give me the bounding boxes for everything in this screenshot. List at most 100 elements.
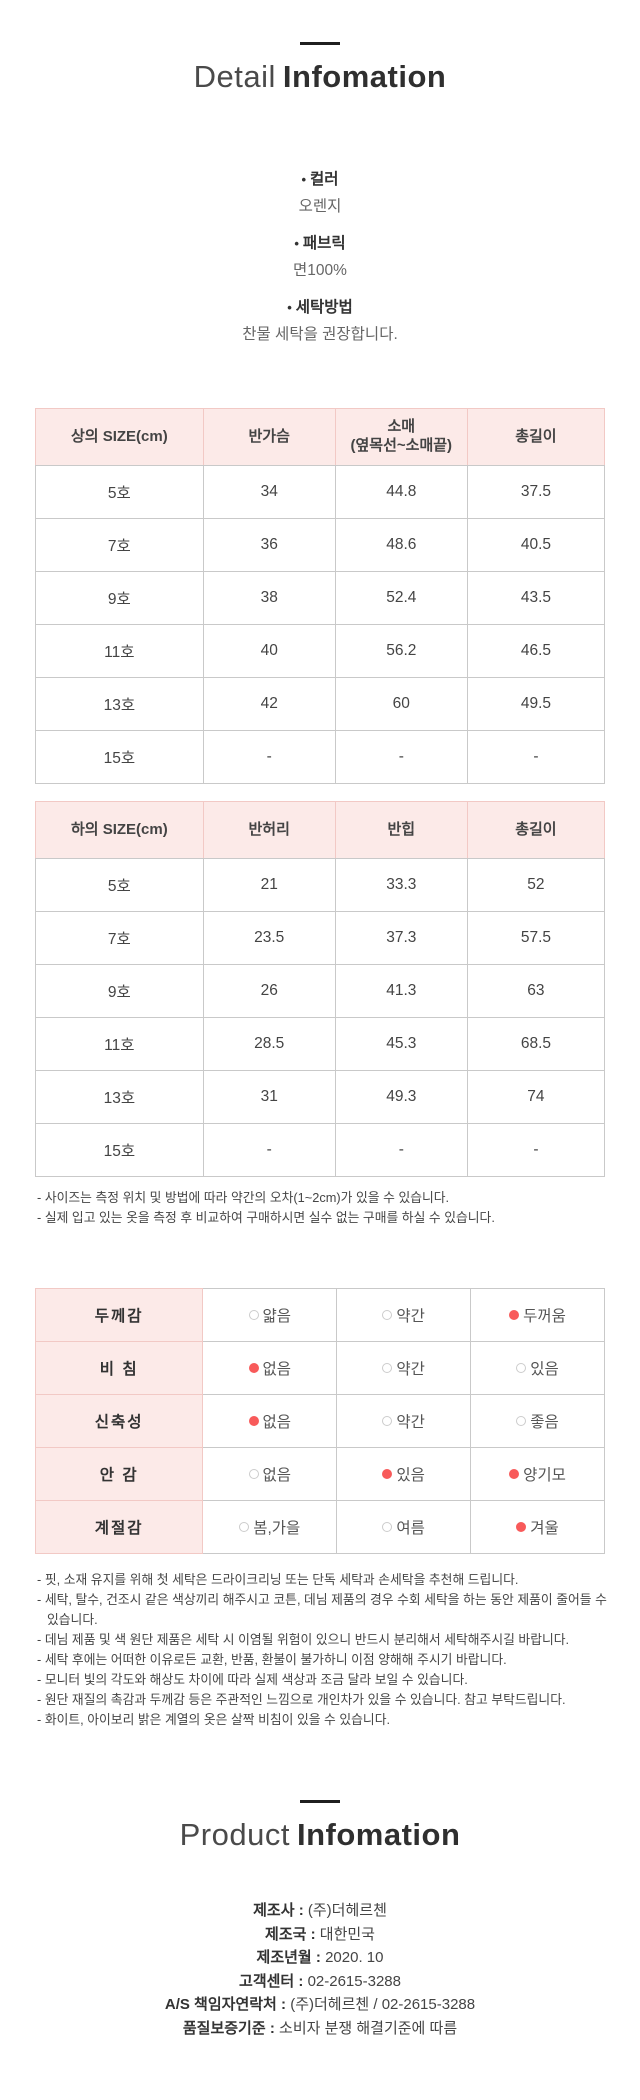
unselected-radio-icon	[248, 1310, 259, 1320]
attribute-label-cell: 두께감	[34, 1288, 204, 1342]
section-divider-line	[300, 1800, 340, 1803]
product-title-light: Product	[179, 1817, 290, 1852]
size-value-cell: 68.5	[466, 1017, 606, 1071]
product-section-title: Product Infomation	[0, 1817, 640, 1853]
table-row: 9호 26 41.3 63	[35, 964, 606, 1018]
spec-value: 찬물 세탁을 권장합니다.	[242, 326, 398, 343]
size-value-cell: -	[466, 1123, 606, 1177]
attribute-option-cell: 있음	[470, 1341, 605, 1395]
spec-label: • 세탁방법	[0, 295, 640, 317]
field-value: (주)더헤르첸 / 02-2615-3288	[290, 1996, 476, 2013]
attribute-option-text: 있음	[530, 1361, 559, 1378]
size-table-body: 5호 34 44.8 37.5 7호 36 48.6 40.5 9호 38 52.4 43.5 11호 4…	[35, 465, 606, 784]
size-table-body: 5호 21 33.3 52 7호 23.5 37.3 57.5 9호 26 41.3 63 11호 28.…	[35, 858, 606, 1177]
field-value: (주)더헤르첸	[307, 1902, 387, 1919]
attribute-option-text: 얇음	[262, 1308, 292, 1325]
field-label: 품질보증기준	[182, 2019, 266, 2037]
size-value-cell: 52.4	[334, 571, 468, 625]
note-line: - 화이트, 아이보리 밝은 계열의 옷은 살짝 비침이 있을 수 있습니다.	[37, 1712, 391, 1727]
field-separator: :	[306, 1925, 320, 1943]
field-value: 2020. 10	[325, 1949, 384, 1966]
unselected-radio-icon	[382, 1310, 393, 1320]
attribute-row: 안 감 없음 있음 양기모	[34, 1447, 605, 1501]
detail-title-light: Detail	[193, 59, 276, 94]
field-label: 고객센터	[239, 1972, 295, 1990]
size-value-cell: 40.5	[466, 518, 606, 572]
size-value-cell: -	[334, 1123, 468, 1177]
size-value-cell: 42	[202, 677, 336, 731]
size-value-cell: 21	[202, 858, 336, 912]
selected-radio-icon	[509, 1469, 520, 1479]
size-value-cell: 40	[202, 624, 336, 678]
column-header: 상의 SIZE(cm)	[35, 408, 204, 466]
attribute-label-cell: 신축성	[34, 1394, 204, 1448]
size-label-cell: 15호	[35, 730, 204, 784]
bullet-icon: •	[287, 300, 292, 315]
size-value-cell: 45.3	[334, 1017, 468, 1071]
table-row: 11호 40 56.2 46.5	[35, 624, 606, 678]
bottom-size-table: 하의 SIZE(cm) 반허리 반힙 총길이 5호 21 33.3 52 7호 23.5 37.3 5…	[35, 801, 606, 1177]
column-header: 반허리	[202, 801, 336, 859]
size-value-cell: -	[466, 730, 606, 784]
spec-label: • 패브릭	[0, 231, 640, 253]
attribute-option-cell: 없음	[202, 1341, 338, 1395]
spec-item-color: • 컬러 오렌지	[0, 167, 640, 216]
size-value-cell: 43.5	[466, 571, 606, 625]
attribute-option-cell: 있음	[336, 1447, 472, 1501]
size-value-cell: 37.3	[334, 911, 468, 965]
unselected-radio-icon	[248, 1469, 259, 1479]
size-value-cell: 74	[466, 1070, 606, 1124]
column-header: 반힙	[334, 801, 468, 859]
field-separator: :	[265, 2019, 280, 2037]
product-spec-list: • 컬러 오렌지 • 패브릭 면100% • 세탁방법 찬물 세탁을 권장합니다.	[0, 167, 640, 344]
product-field: A/S 책임자연락처 : (주)더헤르첸 / 02-2615-3288	[0, 1993, 640, 2017]
field-label: 제조국	[265, 1925, 307, 1943]
care-notes: - 핏, 소재 유지를 위해 첫 세탁은 드라이크리닝 또는 단독 세탁과 손세…	[31, 1570, 609, 1730]
size-label-cell: 11호	[35, 1017, 204, 1071]
attribute-option-text: 없음	[262, 1467, 292, 1484]
size-value-cell: 37.5	[466, 465, 606, 519]
table-row: 13호 42 60 49.5	[35, 677, 606, 731]
attribute-option-cell: 약간	[336, 1394, 472, 1448]
attribute-label-cell: 계절감	[34, 1500, 204, 1554]
size-value-cell: 49.3	[334, 1070, 468, 1124]
attribute-option-text: 여름	[396, 1520, 425, 1537]
spec-label: • 컬러	[0, 167, 640, 189]
attribute-option-text: 봄,가을	[253, 1520, 301, 1537]
section-divider-line	[300, 42, 340, 45]
attribute-row: 두께감 얇음 약간 두꺼움	[34, 1288, 605, 1342]
attribute-row: 신축성 없음 약간 좋음	[34, 1394, 605, 1448]
table-row: 15호 - - -	[35, 1123, 606, 1177]
attribute-option-cell: 여름	[336, 1500, 472, 1554]
attribute-option-text: 좋음	[530, 1414, 559, 1431]
size-label-cell: 5호	[35, 465, 204, 519]
attribute-row: 비 침 없음 약간 있음	[34, 1341, 605, 1395]
selected-radio-icon	[248, 1363, 259, 1373]
size-label-cell: 11호	[35, 624, 204, 678]
size-table-head: 상의 SIZE(cm) 반가슴 소매 (옆목선~소매끝) 총길이	[35, 408, 606, 466]
size-label-cell: 7호	[35, 518, 204, 572]
size-value-cell: -	[334, 730, 468, 784]
attribute-option-cell: 약간	[336, 1288, 472, 1342]
size-value-cell: 49.5	[466, 677, 606, 731]
size-value-cell: 52	[466, 858, 606, 912]
attribute-option-cell: 없음	[202, 1447, 338, 1501]
size-value-cell: 56.2	[334, 624, 468, 678]
size-value-cell: -	[202, 1123, 336, 1177]
unselected-radio-icon	[382, 1416, 393, 1426]
size-label-cell: 7호	[35, 911, 204, 965]
size-value-cell: 41.3	[334, 964, 468, 1018]
attribute-option-cell: 두꺼움	[470, 1288, 605, 1342]
selected-radio-icon	[516, 1522, 527, 1532]
column-header: 총길이	[466, 408, 606, 466]
attribute-option-cell: 봄,가을	[202, 1500, 338, 1554]
header-row: 상의 SIZE(cm) 반가슴 소매 (옆목선~소매끝) 총길이	[35, 408, 606, 466]
attribute-option-cell: 겨울	[470, 1500, 605, 1554]
product-title-bold: Infomation	[296, 1817, 461, 1852]
table-row: 11호 28.5 45.3 68.5	[35, 1017, 606, 1071]
size-value-cell: 63	[466, 964, 606, 1018]
field-value: 02-2615-3288	[307, 1972, 401, 1990]
size-value-cell: 44.8	[334, 465, 468, 519]
size-value-cell: 36	[202, 518, 336, 572]
product-field: 품질보증기준 : 소비자 분쟁 해결기준에 따름	[0, 2017, 640, 2041]
